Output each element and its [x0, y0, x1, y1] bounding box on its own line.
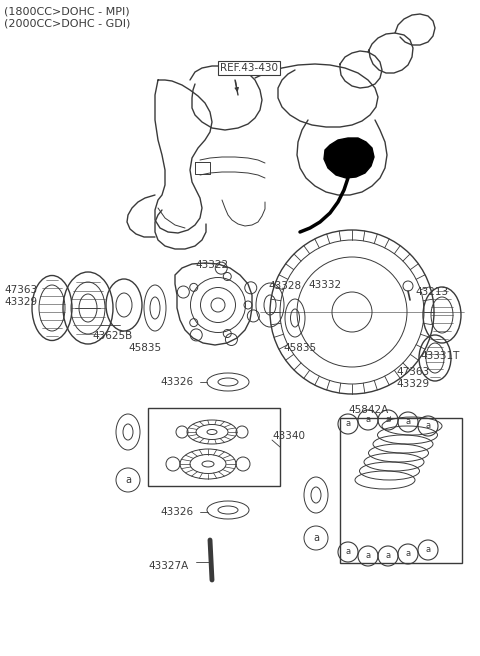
Text: 43625B: 43625B	[92, 331, 132, 341]
Text: REF.43-430: REF.43-430	[220, 63, 278, 73]
Text: a: a	[385, 415, 391, 424]
Text: 45835: 45835	[283, 343, 316, 353]
Text: 43329: 43329	[396, 379, 429, 389]
Text: 43322: 43322	[195, 260, 228, 270]
Text: 43332: 43332	[308, 280, 341, 290]
Text: a: a	[346, 419, 350, 428]
Text: 43213: 43213	[415, 287, 448, 297]
Text: a: a	[346, 548, 350, 556]
Text: 45842A: 45842A	[348, 405, 388, 415]
Text: a: a	[365, 552, 371, 560]
Text: 47363: 47363	[396, 367, 429, 377]
Text: a: a	[406, 417, 410, 426]
Text: a: a	[365, 415, 371, 424]
Text: 47363: 47363	[4, 285, 37, 295]
Text: (2000CC>DOHC - GDI): (2000CC>DOHC - GDI)	[4, 19, 131, 29]
Text: 43326: 43326	[160, 377, 193, 387]
Text: 43328: 43328	[268, 281, 301, 291]
Text: a: a	[125, 475, 131, 485]
Text: a: a	[425, 546, 431, 554]
Text: a: a	[385, 552, 391, 560]
Text: 43329: 43329	[4, 297, 37, 307]
Bar	[148, 408, 280, 486]
Text: a: a	[406, 550, 410, 558]
Polygon shape	[324, 138, 374, 178]
Bar	[340, 418, 462, 563]
Text: 43340: 43340	[272, 431, 305, 441]
Text: a: a	[313, 533, 319, 543]
Text: 43326: 43326	[160, 507, 193, 517]
Text: a: a	[425, 422, 431, 430]
Text: (1800CC>DOHC - MPI): (1800CC>DOHC - MPI)	[4, 7, 130, 17]
Text: 43327A: 43327A	[148, 561, 188, 571]
Text: 45835: 45835	[128, 343, 161, 353]
Text: 43331T: 43331T	[420, 351, 459, 361]
